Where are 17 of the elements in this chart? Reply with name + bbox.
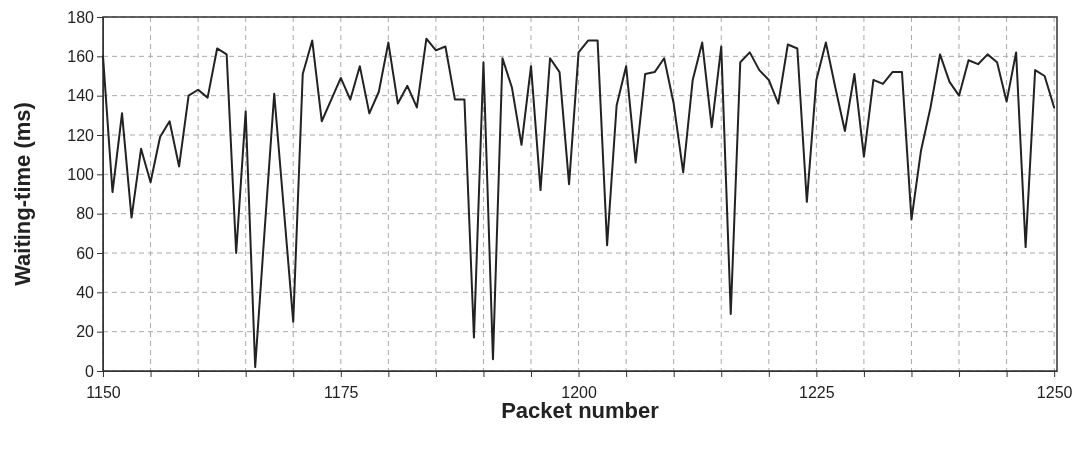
y-tick-label: 20	[76, 323, 95, 341]
x-tick-label: 1175	[324, 383, 359, 401]
x-tick-label: 1225	[799, 383, 835, 401]
y-tick-label: 160	[67, 47, 95, 65]
y-tick-label: 40	[76, 283, 95, 301]
y-axis-title: Waiting-time (ms)	[10, 102, 35, 286]
y-tick-label: 120	[67, 126, 95, 144]
x-tick-label: 1200	[561, 383, 597, 401]
y-tick-label: 80	[76, 205, 95, 223]
y-tick-label: 180	[67, 8, 95, 26]
y-tick-label: 100	[67, 165, 95, 183]
y-tick-label: 0	[85, 362, 95, 380]
y-tick-label: 140	[67, 87, 95, 105]
x-axis-title: Packet number	[501, 398, 660, 423]
x-tick-label: 1250	[1036, 383, 1073, 401]
y-tick-label: 60	[76, 244, 95, 262]
x-tick-label: 1150	[86, 383, 121, 401]
